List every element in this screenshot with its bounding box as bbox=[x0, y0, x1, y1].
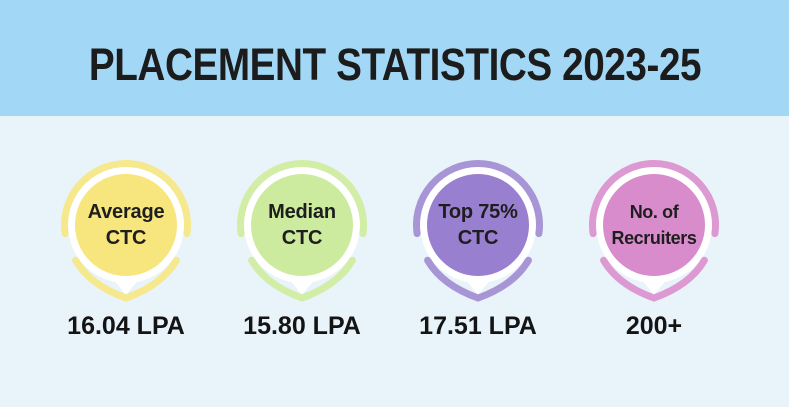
map-pin-icon bbox=[237, 160, 367, 302]
badge-value: 17.51 LPA bbox=[419, 312, 537, 340]
stat-badge-recruiters: No. of Recruiters 200+ bbox=[566, 155, 742, 341]
stat-badge-top75-ctc: Top 75% CTC 17.51 LPA bbox=[390, 155, 566, 341]
badge-label: Average CTC bbox=[87, 201, 165, 249]
stat-badge-median-ctc: Median CTC 15.80 LPA bbox=[214, 155, 390, 341]
stats-row: Average CTC 16.04 LPA Median CTC 15.80 L… bbox=[0, 116, 789, 341]
map-pin-icon bbox=[589, 160, 719, 302]
header-banner: PLACEMENT STATISTICS 2023-25 bbox=[0, 0, 789, 116]
badge-value: 200+ bbox=[625, 312, 683, 340]
map-pin-icon bbox=[61, 160, 191, 302]
map-pin-icon bbox=[413, 160, 543, 302]
badge-value: 16.04 LPA bbox=[67, 312, 185, 340]
pin-shape: No. of Recruiters bbox=[566, 155, 742, 307]
stat-badge-average-ctc: Average CTC 16.04 LPA bbox=[38, 155, 214, 341]
badge-label: Top 75% CTC bbox=[438, 201, 518, 249]
badge-label: Median CTC bbox=[268, 201, 336, 249]
pin-shape: Top 75% CTC bbox=[390, 155, 566, 307]
pin-shape: Average CTC bbox=[38, 155, 214, 307]
badge-value: 15.80 LPA bbox=[243, 312, 361, 340]
pin-shape: Median CTC bbox=[214, 155, 390, 307]
badge-label: No. of Recruiters bbox=[611, 202, 697, 248]
page-title: PLACEMENT STATISTICS 2023-25 bbox=[88, 39, 701, 90]
